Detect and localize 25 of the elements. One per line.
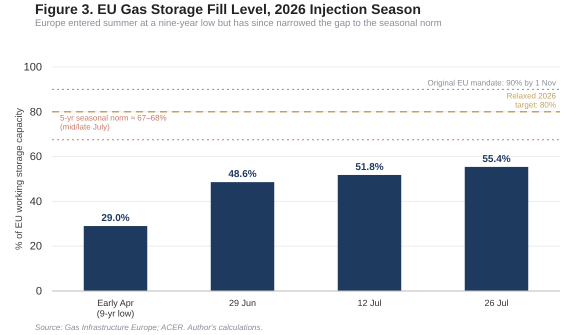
x-tick-label: 26 Jul — [484, 298, 509, 308]
chart-title: Figure 3. EU Gas Storage Fill Level, 2026 Injection Season — [35, 1, 421, 17]
chart-subtitle: Europe entered summer at a nine-year low but has since narrowed the gap to the seasonal norm — [35, 18, 442, 29]
ref-line-label: 5-yr seasonal norm ≈ 67–68% (mid/late July) — [60, 113, 167, 132]
bar — [338, 174, 402, 291]
bar — [84, 226, 148, 291]
data-label: 48.6% — [228, 169, 257, 180]
data-label: 55.4% — [482, 154, 511, 165]
data-label: 51.8% — [355, 162, 384, 173]
bar — [210, 182, 274, 291]
data-label: 29.0% — [101, 213, 130, 224]
bar — [464, 166, 528, 291]
y-tick-label: 100 — [24, 62, 42, 74]
y-tick-label: 60 — [30, 151, 42, 164]
y-tick-label: 20 — [30, 240, 42, 253]
y-tick-label: 80 — [30, 106, 42, 118]
source-note: Source: Gas Infrastructure Europe; ACER. Author's calculations. — [35, 323, 263, 332]
y-axis-title: % of EU working storage capacity — [14, 108, 25, 250]
ref-line-label: Relaxed 2026 target: 80% — [506, 91, 557, 110]
x-tick-label: 29 Jun — [228, 298, 256, 308]
x-tick-label: 12 Jul — [357, 298, 382, 308]
y-tick-label: 0 — [36, 286, 42, 298]
x-tick-label: Early Apr (9-yr low) — [96, 298, 134, 318]
y-tick-label: 40 — [30, 196, 42, 208]
ref-line-label: Original EU mandate: 90% by 1 Nov — [427, 78, 556, 88]
